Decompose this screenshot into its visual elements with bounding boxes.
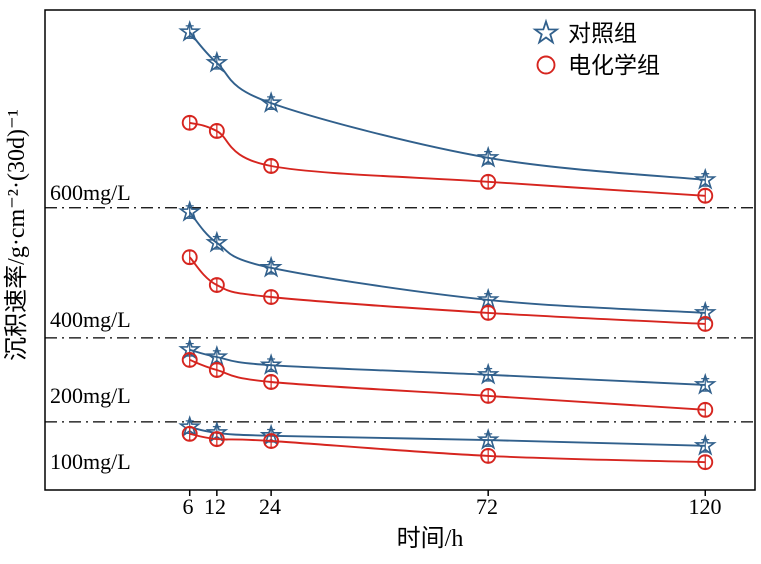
circle-marker — [181, 249, 198, 266]
circle-marker — [697, 187, 714, 204]
x-tick-label-72: 72 — [476, 494, 498, 519]
circle-marker — [208, 123, 225, 139]
star-marker — [259, 353, 283, 375]
x-tick-label-120: 120 — [689, 494, 722, 519]
circle-marker — [480, 304, 497, 321]
circle-marker — [263, 289, 280, 305]
circle-marker — [181, 425, 198, 442]
star-marker — [476, 362, 500, 385]
circle-marker — [181, 114, 198, 131]
circle-marker — [480, 173, 497, 190]
circle-marker — [208, 362, 225, 378]
star-marker — [259, 91, 283, 113]
x-tick-label-24: 24 — [259, 494, 281, 519]
circle-marker — [697, 454, 714, 471]
x-axis-label: 时间/h — [397, 525, 464, 552]
data-series — [178, 20, 717, 471]
legend-label-control: 对照组 — [568, 21, 637, 46]
circle-marker — [480, 387, 497, 404]
x-tick-label-12: 12 — [204, 494, 226, 519]
star-marker — [476, 428, 500, 450]
circle-marker — [263, 433, 280, 449]
star-marker — [205, 345, 229, 367]
star-marker — [259, 255, 283, 278]
star-marker — [178, 200, 202, 222]
legend-star-icon — [532, 18, 560, 45]
star-marker — [178, 20, 202, 42]
y-axis-label: 沉积速率/g·cm⁻²·(30d)⁻¹ — [3, 109, 30, 361]
band-label-400mgL: 400mg/L — [50, 307, 131, 332]
circle-marker — [208, 277, 225, 293]
star-marker — [693, 167, 717, 190]
band-label-100mgL: 100mg/L — [50, 449, 131, 474]
circle-marker — [480, 447, 497, 464]
legend-circle-icon — [536, 55, 556, 75]
star-marker — [693, 372, 717, 395]
circle-marker — [697, 401, 714, 418]
star-marker — [693, 433, 717, 456]
circle-marker — [263, 374, 280, 390]
star-marker — [476, 287, 500, 310]
plot-border — [44, 9, 756, 491]
circle-marker — [697, 315, 714, 332]
band-label-600mgL: 600mg/L — [50, 180, 131, 205]
circle-marker — [208, 431, 225, 448]
x-tick-label-6: 6 — [183, 494, 194, 519]
star-marker — [476, 145, 500, 168]
star-marker — [205, 230, 229, 253]
legend-label-electrochemical: 电化学组 — [568, 53, 660, 78]
series-curve — [188, 211, 706, 314]
legend-marker-icons — [532, 18, 560, 75]
band-label-200mgL: 200mg/L — [50, 383, 131, 408]
star-marker — [205, 50, 229, 73]
circle-marker — [181, 351, 198, 368]
x-axis-ticks — [188, 490, 707, 496]
circle-marker — [263, 158, 280, 174]
